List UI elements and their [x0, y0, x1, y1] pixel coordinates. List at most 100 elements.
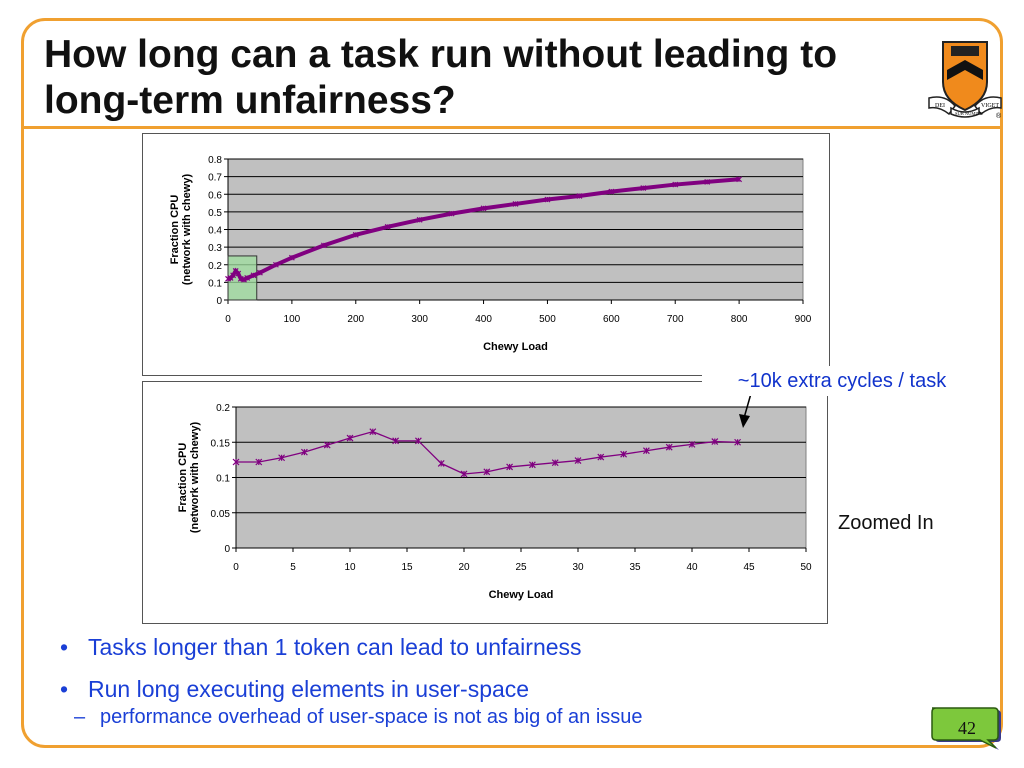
bullet-marker: • [60, 634, 69, 660]
data-point [392, 437, 400, 445]
data-point [642, 447, 650, 455]
data-point [272, 261, 279, 268]
data-point [241, 276, 247, 283]
y-tick-label: 0.7 [208, 173, 222, 184]
data-point [620, 450, 628, 458]
data-point [483, 468, 491, 476]
data-point [230, 272, 237, 279]
x-tick-label: 25 [515, 562, 527, 573]
y-tick-label: 0.4 [208, 226, 222, 237]
data-point [597, 453, 605, 461]
slide-title: How long can a task run without leading … [44, 33, 838, 122]
data-point [369, 428, 377, 436]
y-tick-label: 0.15 [211, 438, 231, 449]
data-point [278, 454, 286, 462]
data-point [544, 196, 551, 203]
y-tick-label: 0.2 [208, 261, 222, 272]
data-point [711, 438, 719, 445]
x-tick-label: 40 [686, 562, 698, 573]
data-point [688, 440, 696, 448]
data-point [736, 176, 743, 183]
x-tick-label: 900 [795, 314, 812, 325]
data-point [288, 254, 295, 261]
data-point [512, 201, 519, 207]
data-point [576, 193, 583, 199]
data-point [255, 458, 263, 466]
x-tick-label: 45 [743, 562, 755, 573]
data-point [257, 269, 263, 276]
data-point [232, 458, 240, 466]
data-point [704, 178, 711, 185]
load-chart-zoomed-svg: 0 0.05 0.1 0.15 0.2 0 5 10 15 20 25 30 35 40 45 50 Chewy… [177, 403, 812, 601]
sub-bullet-item: – performance overhead of user-space is … [60, 706, 920, 728]
bullet-text: Run long executing elements in user-spac… [88, 676, 530, 702]
x-axis-title: Chewy Load [483, 341, 548, 353]
y-tick-label: 0.5 [208, 208, 222, 219]
data-point [506, 463, 514, 471]
data-point [235, 270, 242, 277]
shield-motto-left: DEI [935, 103, 945, 109]
y-tick-label: 0.8 [208, 155, 222, 166]
page-number-badge: 42 [929, 706, 1007, 752]
bullet-item: • Tasks longer than 1 token can lead to … [60, 632, 920, 662]
data-point [414, 437, 422, 445]
y-tick-label: 0 [224, 544, 230, 555]
data-point [346, 434, 354, 442]
bullet-list: • Tasks longer than 1 token can lead to … [60, 632, 920, 728]
sub-bullet-text: performance overhead of user-space is no… [100, 706, 643, 728]
data-point [672, 181, 679, 188]
x-axis-title: Chewy Load [489, 589, 554, 601]
y-axis-title: Fraction CPU [177, 443, 189, 513]
data-point [250, 272, 257, 279]
y-tick-label: 0.3 [208, 243, 222, 254]
x-tick-label: 50 [800, 562, 812, 573]
load-chart-zoomed: 0 0.05 0.1 0.15 0.2 0 5 10 15 20 25 30 35 40 45 50 Chewy… [142, 381, 828, 624]
data-point [734, 438, 742, 446]
data-point [640, 185, 647, 192]
x-tick-label: 700 [667, 314, 684, 325]
data-point [665, 443, 673, 451]
y-axis-title: (network with chewy) [181, 174, 193, 286]
data-point [244, 275, 251, 281]
x-tick-label: 800 [731, 314, 748, 325]
y-tick-label: 0.1 [216, 474, 230, 485]
data-point [574, 457, 582, 465]
x-tick-label: 20 [458, 562, 470, 573]
x-tick-label: 100 [284, 314, 301, 325]
data-point [300, 448, 308, 456]
y-tick-label: 0.1 [208, 278, 222, 289]
x-tick-label: 400 [475, 314, 492, 325]
x-tick-label: 10 [344, 562, 356, 573]
data-point [416, 216, 423, 223]
x-tick-label: 5 [290, 562, 296, 573]
x-tick-label: 0 [233, 562, 239, 573]
y-axis-title: Fraction CPU [169, 195, 181, 265]
data-point [608, 188, 615, 195]
shield-motto-middle: SUB NUMINE [955, 111, 983, 116]
shield-motto-right: VIGET [981, 103, 999, 109]
x-tick-label: 15 [401, 562, 413, 573]
y-tick-label: 0.6 [208, 190, 222, 201]
data-point [437, 459, 445, 467]
data-point [352, 231, 359, 238]
x-tick-label: 200 [347, 314, 364, 325]
bullet-text: Tasks longer than 1 token can lead to un… [88, 634, 582, 660]
data-point [384, 223, 391, 230]
data-point [460, 470, 468, 478]
data-point [448, 210, 455, 217]
bullet-marker: • [60, 676, 69, 702]
bullet-item: • Run long executing elements in user-sp… [60, 674, 920, 704]
data-point [528, 461, 536, 469]
data-point [323, 441, 331, 449]
callout-label: ~10k extra cycles / task [702, 366, 982, 396]
load-chart-full: 0 0.1 0.2 0.3 0.4 0.5 0.6 0.7 0.8 0 100 200 300 400 50… [142, 133, 830, 376]
sub-bullet-marker: – [74, 706, 86, 728]
y-tick-label: 0 [216, 296, 222, 307]
registered-mark: ® [996, 112, 1002, 120]
zoomed-in-label: Zoomed In [838, 512, 934, 534]
load-chart-full-svg: 0 0.1 0.2 0.3 0.4 0.5 0.6 0.7 0.8 0 100 200 300 400 50… [169, 155, 812, 353]
data-point [320, 242, 327, 249]
y-tick-label: 0.2 [216, 403, 230, 414]
x-tick-label: 30 [572, 562, 584, 573]
y-axis-title: (network with chewy) [189, 422, 201, 534]
